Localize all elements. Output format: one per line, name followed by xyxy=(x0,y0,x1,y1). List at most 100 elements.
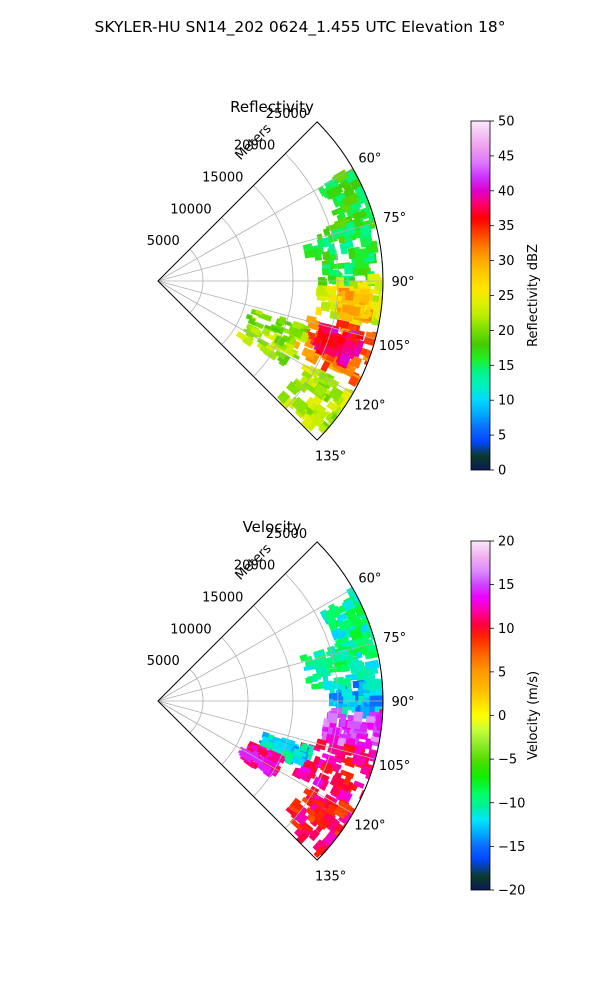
azimuth-gridline xyxy=(157,168,354,282)
colorbar-tick-label: −15 xyxy=(498,840,525,855)
echo-cell xyxy=(313,845,326,859)
echo-region xyxy=(336,287,374,324)
echo-cell xyxy=(353,711,363,724)
reflectivity-panel: 5000 10000 15000 20000 25000 60° 75° 90° 105° 120… xyxy=(147,98,541,479)
echo-cell xyxy=(343,183,355,197)
echo-cell xyxy=(313,383,327,398)
echo-cell xyxy=(277,316,287,326)
echo-cell xyxy=(300,363,313,374)
colorbar-tick-label: 10 xyxy=(498,394,515,409)
azimuth-gridline xyxy=(157,700,376,760)
echo-cell xyxy=(285,349,296,358)
echo-cell xyxy=(363,670,375,680)
echo-cell xyxy=(303,248,319,259)
echo-cell xyxy=(334,335,347,346)
echo-cell xyxy=(322,268,329,276)
echo-region xyxy=(235,308,311,367)
echo-cell xyxy=(353,604,365,617)
echo-cell xyxy=(346,720,361,730)
echo-cell xyxy=(334,192,347,203)
echo-cell xyxy=(313,651,324,658)
echo-cell xyxy=(344,608,358,623)
echo-cell xyxy=(331,361,342,370)
echo-cell xyxy=(382,289,384,298)
colorbar-tick-label: 20 xyxy=(498,535,515,550)
echo-cell xyxy=(340,639,355,649)
echo-cell xyxy=(353,780,365,789)
range-tick-label: 15000 xyxy=(202,591,243,606)
echo-cell xyxy=(364,659,380,670)
echo-cell xyxy=(318,276,326,287)
echo-cell xyxy=(325,613,337,626)
echo-cell xyxy=(329,685,335,694)
echo-cell xyxy=(255,309,263,316)
echo-cell xyxy=(303,788,316,799)
echo-cell xyxy=(326,185,342,200)
colorbar: −20 −15 −10 −5 0 5 10 15 20 Velocity (m/s) xyxy=(470,535,541,899)
echo-cell xyxy=(346,365,357,378)
echo-cell xyxy=(375,714,383,728)
echo-cell xyxy=(351,754,366,767)
panel-title: Reflectivity xyxy=(230,98,314,116)
echo-cell xyxy=(320,656,333,666)
colorbar: 0 5 10 15 20 25 30 35 40 45 50 Reflectivity dBZ xyxy=(470,115,541,479)
azimuth-tick-label: 90° xyxy=(391,695,414,710)
echo-cell xyxy=(338,218,351,227)
panel-title: Velocity xyxy=(243,518,302,536)
range-tick-label: 10000 xyxy=(170,202,211,217)
echo-cell xyxy=(305,677,313,684)
echo-cell xyxy=(330,263,344,270)
echo-cell xyxy=(302,243,313,252)
echo-cell xyxy=(305,807,317,817)
colorbar-tick-label: 10 xyxy=(498,622,515,637)
echo-cell xyxy=(294,380,309,394)
echo-cell xyxy=(295,750,307,758)
echo-cell xyxy=(296,831,309,845)
echo-cell xyxy=(352,332,365,341)
colorbar-tick-label: 35 xyxy=(498,219,515,234)
echo-cell xyxy=(334,771,343,779)
echo-cell xyxy=(305,812,317,824)
echo-cell xyxy=(318,670,331,678)
echo-cell xyxy=(341,304,351,314)
colorbar-tick-label: 0 xyxy=(498,464,506,479)
range-tick-label: 20000 xyxy=(234,139,275,154)
echo-cell xyxy=(328,386,344,402)
echo-cell xyxy=(331,726,341,736)
azimuth-gridline xyxy=(157,222,376,282)
figure-title: SKYLER-HU SN14_202 0624_1.455 UTC Elevat… xyxy=(95,18,506,37)
azimuth-tick-label: 75° xyxy=(383,211,406,226)
echo-cell xyxy=(339,242,349,255)
echo-cell xyxy=(300,415,314,429)
colorbar-tick-label: 5 xyxy=(498,665,506,680)
echo-cell xyxy=(314,810,326,822)
echo-cell xyxy=(365,715,376,723)
colorbar-gradient xyxy=(470,120,491,471)
echo-cell xyxy=(284,341,295,351)
colorbar-label: Velocity (m/s) xyxy=(526,671,541,760)
azimuth-gridline xyxy=(157,700,354,814)
echo-cell xyxy=(356,210,367,219)
azimuth-gridline xyxy=(157,280,376,340)
echo-cell xyxy=(314,337,322,345)
echo-cell xyxy=(331,207,344,216)
echo-cell xyxy=(328,693,336,699)
colorbar-tick-label: 30 xyxy=(498,254,515,269)
echo-cell xyxy=(354,247,369,260)
azimuth-tick-label: 60° xyxy=(358,572,381,587)
echo-cell xyxy=(370,736,380,743)
echo-cell xyxy=(344,339,353,350)
echo-cell xyxy=(320,323,333,335)
range-tick-label: 10000 xyxy=(170,622,211,637)
echo-cell xyxy=(315,403,327,416)
colorbar-tick-label: 15 xyxy=(498,359,515,374)
echo-region xyxy=(299,636,380,691)
echo-cell xyxy=(322,830,338,846)
data-layer xyxy=(238,583,383,859)
echo-cell xyxy=(265,740,277,749)
echo-cell xyxy=(291,755,306,767)
sector-outline xyxy=(157,541,384,861)
echo-cell xyxy=(320,301,331,312)
sector-outline xyxy=(157,121,384,441)
